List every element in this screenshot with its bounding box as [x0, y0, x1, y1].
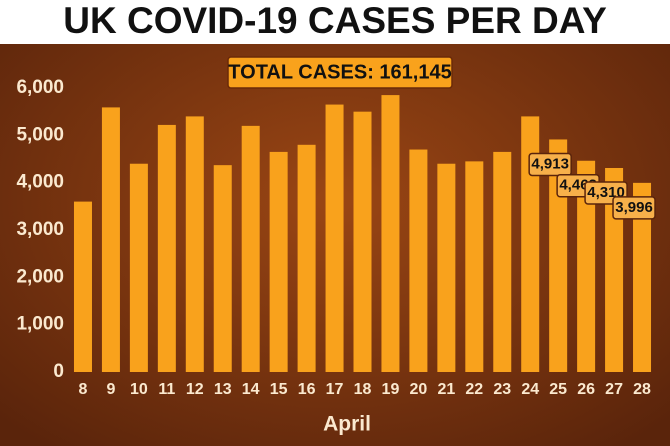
x-tick-label: 14 [242, 381, 260, 398]
bar [493, 151, 512, 372]
chart-title: UK COVID-19 CASES PER DAY [63, 0, 607, 41]
bar [465, 161, 484, 372]
bar [549, 139, 568, 372]
y-tick-label: 6,000 [16, 77, 64, 98]
bar [213, 165, 232, 372]
value-label: 3,996 [615, 199, 653, 216]
x-tick-label: 21 [437, 381, 455, 398]
bar [129, 163, 148, 372]
x-tick-label: 18 [354, 381, 372, 398]
bar [241, 125, 260, 372]
y-tick-label: 5,000 [16, 124, 64, 145]
x-tick-label: 26 [577, 381, 595, 398]
x-tick-label: 28 [633, 381, 651, 398]
x-tick-label: 20 [410, 381, 428, 398]
x-tick-label: 27 [605, 381, 623, 398]
bar [73, 201, 92, 372]
x-tick-label: 24 [521, 381, 539, 398]
bar [269, 151, 288, 372]
bar [157, 124, 176, 372]
bar [633, 182, 652, 372]
bar [521, 116, 540, 373]
annotation: TOTAL CASES: 161,145 [228, 61, 451, 83]
x-tick-label: 23 [493, 381, 511, 398]
x-tick-label: 12 [186, 381, 204, 398]
x-tick-label: 22 [465, 381, 483, 398]
x-tick-label: 9 [106, 381, 115, 398]
y-tick-label: 0 [53, 361, 64, 382]
bar [437, 163, 456, 372]
x-tick-label: 17 [326, 381, 344, 398]
x-tick-label: 10 [130, 381, 148, 398]
x-tick-label: 25 [549, 381, 567, 398]
value-label-box [612, 196, 656, 220]
x-tick-label: 11 [158, 381, 175, 398]
bar [101, 107, 120, 372]
x-tick-label: 13 [214, 381, 232, 398]
bar [353, 111, 372, 373]
bar [381, 95, 400, 372]
y-tick-label: 2,000 [16, 266, 64, 287]
bar [577, 160, 596, 372]
x-tick-label: 15 [270, 381, 288, 398]
annotation-box [227, 56, 453, 89]
bar [325, 104, 344, 373]
x-tick-label: 8 [79, 381, 88, 398]
title-band [0, 0, 670, 44]
bar [409, 149, 428, 372]
x-axis-label: April [323, 413, 371, 436]
y-tick-label: 3,000 [16, 219, 64, 240]
bar [297, 144, 316, 372]
value-label-box [528, 152, 572, 177]
y-tick-label: 4,000 [16, 172, 64, 193]
x-tick-label: 16 [298, 381, 316, 398]
value-label: 4,913 [531, 155, 569, 172]
bar [185, 116, 204, 373]
x-tick-label: 19 [382, 381, 400, 398]
y-tick-label: 1,000 [16, 314, 64, 335]
